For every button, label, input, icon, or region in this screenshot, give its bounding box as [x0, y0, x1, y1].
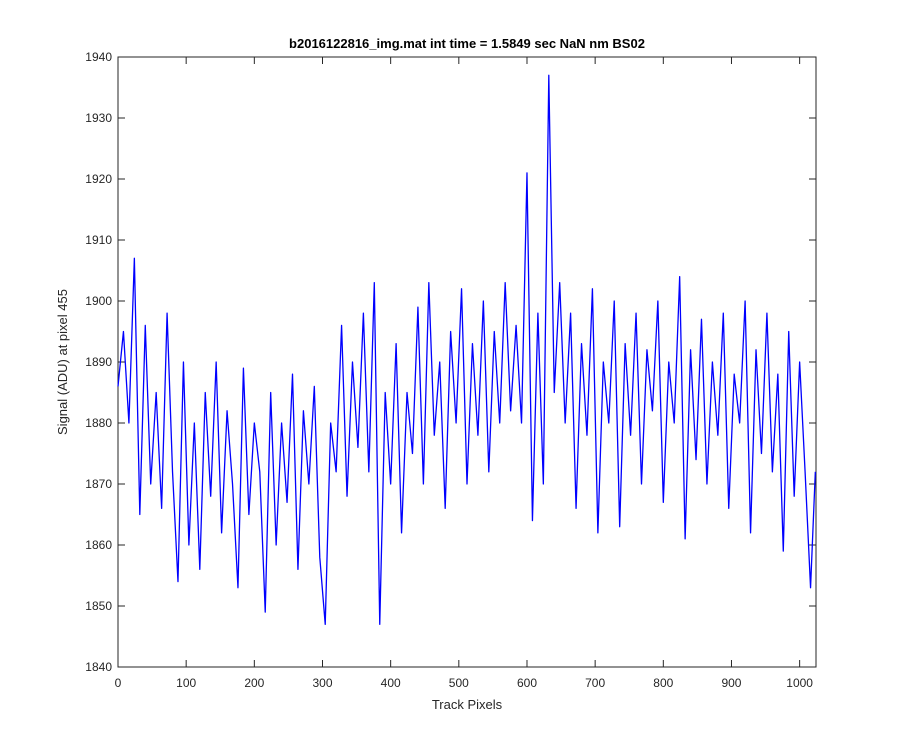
x-tick-label: 100	[176, 676, 196, 690]
x-tick-label: 600	[517, 676, 537, 690]
y-tick-label: 1890	[85, 355, 112, 369]
x-tick-label: 700	[585, 676, 605, 690]
x-tick-label: 200	[244, 676, 264, 690]
data-line	[117, 74, 816, 625]
y-tick-label: 1900	[85, 294, 112, 308]
y-tick-label: 1910	[85, 233, 112, 247]
x-tick-label: 800	[653, 676, 673, 690]
x-tick-label: 900	[721, 676, 741, 690]
y-axis-label: Signal (ADU) at pixel 455	[55, 289, 70, 435]
x-axis-label: Track Pixels	[432, 697, 503, 712]
y-tick-label: 1870	[85, 477, 112, 491]
x-tick-label: 1000	[786, 676, 813, 690]
y-tick-label: 1940	[85, 50, 112, 64]
plot-area	[117, 56, 817, 668]
y-tick-label: 1920	[85, 172, 112, 186]
y-tick-label: 1930	[85, 111, 112, 125]
y-tick-label: 1840	[85, 660, 112, 674]
x-tick-label: 500	[449, 676, 469, 690]
y-tick-label: 1860	[85, 538, 112, 552]
chart-title: b2016122816_img.mat int time = 1.5849 se…	[289, 36, 645, 51]
x-tick-label: 400	[381, 676, 401, 690]
x-tick-label: 300	[312, 676, 332, 690]
x-tick-label: 0	[115, 676, 122, 690]
y-tick-label: 1850	[85, 599, 112, 613]
y-tick-label: 1880	[85, 416, 112, 430]
